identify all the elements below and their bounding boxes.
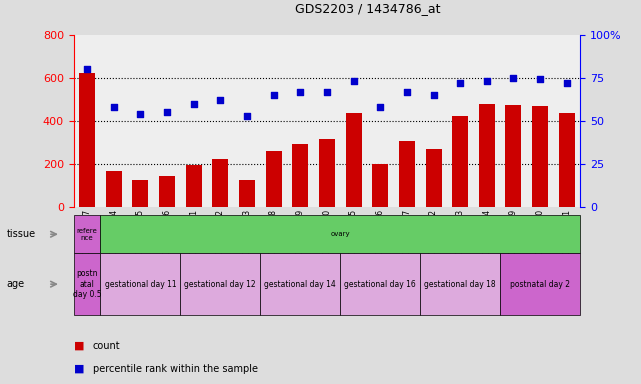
Bar [399,141,415,207]
Text: gestational day 12: gestational day 12 [185,280,256,289]
Point [269,92,279,98]
Point [349,78,359,84]
Text: gestational day 11: gestational day 11 [104,280,176,289]
Point [108,104,119,110]
Text: count: count [93,341,121,351]
Bar [132,180,148,207]
Text: ■: ■ [74,364,84,374]
Text: ovary: ovary [330,231,350,237]
Point [562,80,572,86]
Point [402,89,412,95]
Bar [186,165,202,207]
Point [375,104,385,110]
Bar [159,176,175,207]
Bar [479,104,495,207]
Text: ■: ■ [74,341,84,351]
Text: GDS2203 / 1434786_at: GDS2203 / 1434786_at [295,2,440,15]
Text: postn
atal
day 0.5: postn atal day 0.5 [72,269,101,299]
Point [535,76,545,83]
Point [322,89,332,95]
Text: postnatal day 2: postnatal day 2 [510,280,570,289]
Bar [239,180,255,207]
Text: gestational day 18: gestational day 18 [424,280,496,289]
Point [455,80,465,86]
Text: gestational day 16: gestational day 16 [344,280,416,289]
Point [428,92,438,98]
Text: tissue: tissue [6,229,35,239]
Bar [532,106,548,207]
Bar [452,116,468,207]
Bar [212,159,228,207]
Text: percentile rank within the sample: percentile rank within the sample [93,364,258,374]
Bar [426,149,442,207]
Bar [319,139,335,207]
Bar [79,73,95,207]
Point [162,109,172,116]
Point [508,75,519,81]
Text: gestational day 14: gestational day 14 [264,280,336,289]
Bar [559,113,575,207]
Bar [292,144,308,207]
Bar [506,105,522,207]
Point [82,66,92,72]
Bar [106,170,122,207]
Bar [265,151,281,207]
Point [481,78,492,84]
Bar [345,113,362,207]
Point [295,89,305,95]
Text: refere
nce: refere nce [77,228,97,241]
Bar [372,164,388,207]
Text: age: age [6,279,24,289]
Point [242,113,252,119]
Point [188,101,199,107]
Point [135,111,146,117]
Point [215,97,226,103]
